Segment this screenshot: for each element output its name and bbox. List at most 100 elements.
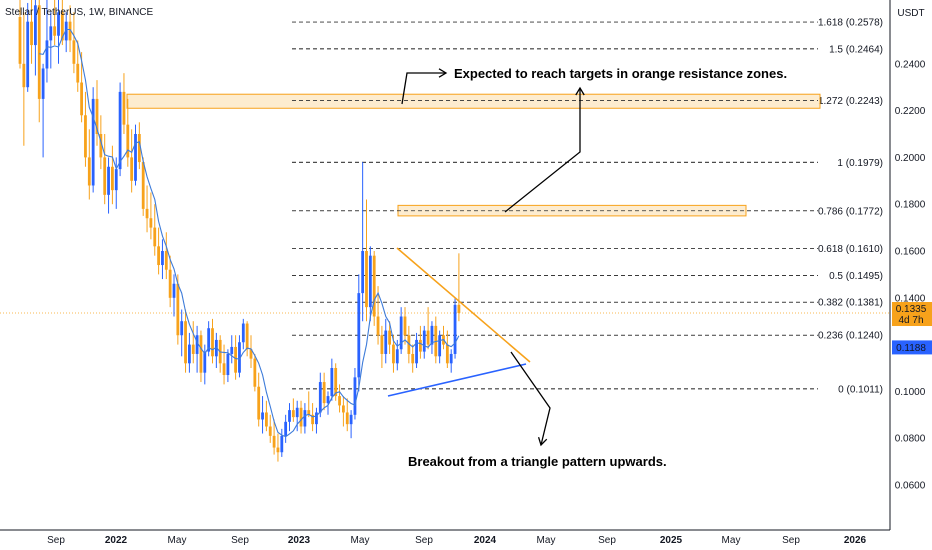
y-tick-label: 0.1400 xyxy=(895,293,926,304)
candle-body xyxy=(361,251,365,294)
candle-body xyxy=(407,335,411,354)
candle-body xyxy=(126,124,130,158)
candle-body xyxy=(188,344,191,364)
candle-body xyxy=(172,283,176,298)
fib-label: 1.5 (0.2464) xyxy=(829,44,883,55)
candle-body xyxy=(357,293,361,378)
candle-body xyxy=(57,12,60,36)
x-tick-label: Sep xyxy=(598,535,616,546)
candle-body xyxy=(284,421,288,436)
candle-body xyxy=(191,344,195,354)
candle-body xyxy=(207,328,211,352)
candle-body xyxy=(338,396,341,406)
candle-body xyxy=(153,227,157,247)
candle-body xyxy=(164,251,168,270)
candle-body xyxy=(457,304,461,314)
candle-body xyxy=(72,40,76,64)
candle-body xyxy=(403,316,407,336)
candle-body xyxy=(411,353,415,364)
candle-body xyxy=(230,346,234,354)
candle-body xyxy=(245,323,249,350)
candle-body xyxy=(249,349,253,359)
candle-body xyxy=(84,115,87,158)
candle-body xyxy=(134,134,137,181)
y-tick-label: 0.2400 xyxy=(895,59,926,70)
candle-body xyxy=(241,323,245,343)
candle-body xyxy=(64,21,68,41)
candle-body xyxy=(30,21,33,46)
candle-body xyxy=(37,5,41,99)
candle-body xyxy=(311,414,314,425)
y-tick-label: 0.2000 xyxy=(895,153,926,164)
candle-body xyxy=(342,405,345,413)
fib-label: 0.236 (0.1240) xyxy=(818,331,883,342)
candle-body xyxy=(322,382,326,404)
candle-body xyxy=(334,368,338,397)
candle-body xyxy=(276,447,280,453)
candle-body xyxy=(419,339,422,352)
x-tick-label: May xyxy=(168,535,187,546)
arrow-head xyxy=(537,437,548,447)
candle-body xyxy=(157,246,160,266)
candle-body xyxy=(307,410,311,415)
x-tick-label: Sep xyxy=(782,535,800,546)
candle-body xyxy=(195,335,199,354)
candle-body xyxy=(426,330,430,345)
candle-body xyxy=(365,251,368,308)
x-tick-label: Sep xyxy=(415,535,433,546)
candle-body xyxy=(291,410,295,418)
candle-body xyxy=(261,412,264,420)
y-tick-label: 0.2200 xyxy=(895,106,926,117)
candle-body xyxy=(34,5,37,46)
candle-body xyxy=(87,157,91,186)
x-tick-label: Sep xyxy=(231,535,249,546)
fib-label: 0.382 (0.1381) xyxy=(818,298,883,309)
candle-body xyxy=(107,166,110,195)
candle-body xyxy=(234,346,237,373)
candle-body xyxy=(288,410,291,422)
candle-body xyxy=(145,208,149,219)
y-tick-label: 0.1000 xyxy=(895,387,926,398)
x-tick-label: 2026 xyxy=(844,535,867,546)
y-tick-label: 0.1800 xyxy=(895,200,926,211)
x-tick-label: 2023 xyxy=(288,535,311,546)
y-tick-label: 0.1600 xyxy=(895,247,926,258)
moving-average-line xyxy=(39,28,460,438)
x-tick-label: Sep xyxy=(47,535,65,546)
candle-body xyxy=(199,335,203,373)
candle-body xyxy=(103,157,107,195)
candle-body xyxy=(438,335,442,357)
fib-label: 0 (0.1011) xyxy=(838,384,883,395)
candle-body xyxy=(299,407,303,427)
bar-countdown: 4d 7h xyxy=(898,315,923,326)
candle-body xyxy=(60,12,64,41)
fib-label: 0.5 (0.1495) xyxy=(829,271,883,282)
candle-body xyxy=(349,414,353,425)
candle-body xyxy=(268,426,272,436)
y-tick-label: 0.0800 xyxy=(895,434,926,445)
chart-title: Stellar / TetherUS, 1W, BINANCE xyxy=(5,7,154,18)
fib-label: 1.272 (0.2243) xyxy=(818,96,883,107)
candle-body xyxy=(257,386,261,420)
candle-body xyxy=(49,26,53,41)
fib-label: 0.618 (0.1610) xyxy=(818,244,883,255)
candle-body xyxy=(368,255,372,308)
candle-body xyxy=(26,21,30,88)
candle-body xyxy=(18,17,22,64)
candle-body xyxy=(295,407,299,418)
candle-body xyxy=(392,344,395,364)
candle-body xyxy=(137,134,141,163)
x-tick-label: May xyxy=(722,535,741,546)
arrow-head xyxy=(438,68,448,78)
candle-body xyxy=(68,21,72,41)
candle-body xyxy=(380,335,384,354)
candle-body xyxy=(118,91,122,170)
resistance-zone xyxy=(126,93,821,109)
candle-body xyxy=(176,283,180,336)
x-tick-label: May xyxy=(537,535,556,546)
candle-body xyxy=(315,412,318,425)
candle-body xyxy=(211,328,214,357)
candle-body xyxy=(384,330,388,354)
